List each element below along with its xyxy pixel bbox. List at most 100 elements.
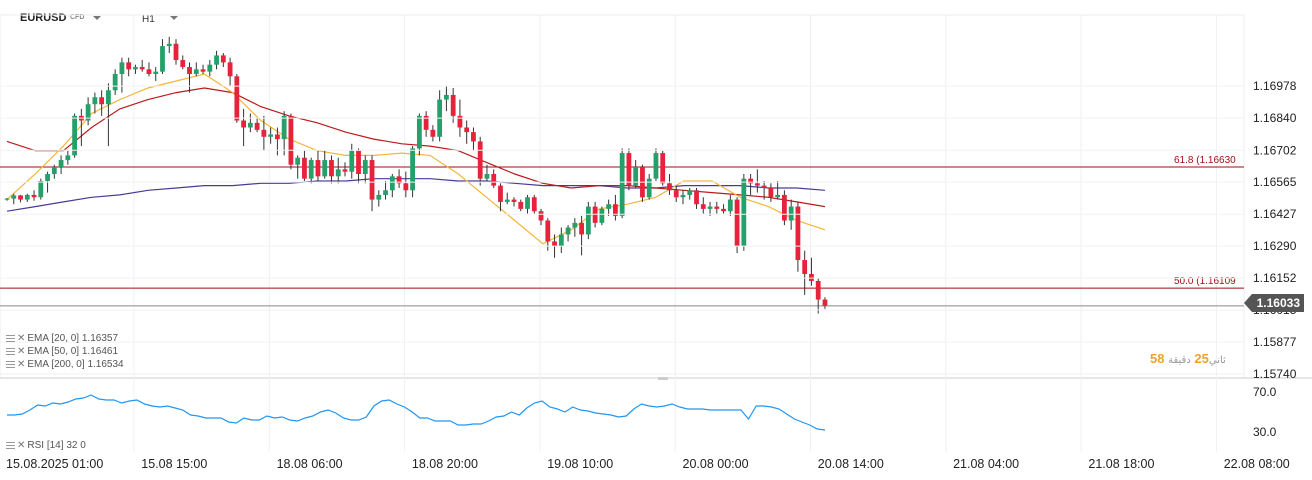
candle-body <box>653 153 659 179</box>
candle-body <box>660 153 666 184</box>
candle-body <box>687 190 693 195</box>
candle <box>565 225 571 242</box>
candle <box>362 155 368 184</box>
candle-body <box>65 155 71 161</box>
candle-body <box>58 160 64 168</box>
candle-body <box>200 69 206 72</box>
candle-body <box>531 197 537 212</box>
ema50-line <box>6 87 826 208</box>
candle-body <box>585 206 591 235</box>
symbol-dropdown-icon[interactable] <box>93 16 101 20</box>
candle <box>525 194 530 214</box>
candle <box>112 69 118 95</box>
candle-body <box>748 178 753 184</box>
grid-lines <box>0 14 1312 452</box>
time-tick-label: 15.08 15:00 <box>141 457 207 471</box>
candle-body <box>153 71 159 74</box>
candle <box>356 148 361 184</box>
candle-body <box>613 204 618 216</box>
candle <box>302 150 307 181</box>
candle <box>782 190 787 226</box>
candle-body <box>193 69 199 74</box>
candle <box>133 64 138 74</box>
candle-body <box>18 195 23 200</box>
candle <box>153 67 159 81</box>
close-icon[interactable]: ✕ <box>17 346 26 357</box>
ema200-legend[interactable]: ✕ EMA [200, 0] 1.16534 <box>6 359 124 371</box>
candle <box>815 278 821 314</box>
candle <box>193 62 199 77</box>
rsi-tick-label: 70.0 <box>1253 385 1277 399</box>
price-tick-label: 1.16152 <box>1253 271 1297 285</box>
candle-body <box>511 199 517 202</box>
candle-body <box>11 195 17 199</box>
timeframe-dropdown-icon[interactable] <box>170 16 178 20</box>
candle-body <box>403 183 409 191</box>
settings-icon[interactable] <box>6 360 15 368</box>
settings-icon[interactable] <box>6 441 15 449</box>
candle-body <box>822 299 828 306</box>
candle <box>119 57 125 93</box>
time-tick-label: 22.08 08:00 <box>1224 457 1290 471</box>
candle <box>51 164 57 179</box>
candle <box>295 155 301 179</box>
candle <box>4 197 10 201</box>
candle-body <box>180 60 186 68</box>
candle <box>261 115 267 151</box>
candle <box>410 146 415 198</box>
time-tick-label: 20.08 00:00 <box>683 457 749 471</box>
close-icon[interactable]: ✕ <box>17 333 26 344</box>
candle-body <box>754 183 760 186</box>
candle-body <box>160 46 165 72</box>
candle-body <box>119 62 125 74</box>
candle <box>99 90 105 116</box>
candle-body <box>295 157 301 165</box>
time-tick-label: 21.08 04:00 <box>953 457 1019 471</box>
candle <box>214 50 219 70</box>
candle <box>734 197 740 254</box>
rsi-value: 32 0 <box>66 440 86 451</box>
candle <box>389 174 395 198</box>
candle <box>606 199 612 216</box>
rsi-legend[interactable]: ✕ RSI [14] 32 0 <box>6 440 86 452</box>
candle-body <box>112 74 118 91</box>
candle <box>504 192 510 205</box>
candle-body <box>31 194 37 198</box>
candle <box>700 197 706 214</box>
candle <box>349 143 355 179</box>
time-tick-label: 20.08 14:00 <box>818 457 884 471</box>
candle-body <box>133 67 138 70</box>
close-icon[interactable]: ✕ <box>17 359 26 370</box>
candle-body <box>4 198 10 200</box>
candle-body <box>38 180 44 198</box>
candle-body <box>85 104 91 121</box>
candle <box>173 39 179 65</box>
candle <box>491 169 497 188</box>
settings-icon[interactable] <box>6 347 15 355</box>
candle-body <box>491 174 497 186</box>
candle <box>85 97 91 126</box>
candle-body <box>619 153 625 216</box>
price-tick-label: 1.16565 <box>1253 175 1297 189</box>
candle <box>65 150 71 165</box>
timeframe-selector[interactable]: H1 <box>142 14 155 25</box>
settings-icon[interactable] <box>6 334 15 342</box>
candle <box>275 127 280 156</box>
countdown-minutes: 58 <box>1150 351 1165 366</box>
candle-body <box>423 115 429 130</box>
candle-body <box>315 160 321 177</box>
ema50-legend[interactable]: ✕ EMA [50, 0] 1.16461 <box>6 346 118 358</box>
close-icon[interactable]: ✕ <box>17 440 26 451</box>
ema20-legend[interactable]: ✕ EMA [20, 0] 1.16357 <box>6 333 118 345</box>
candle-body <box>173 43 179 61</box>
candle <box>166 36 172 54</box>
price-tick-label: 1.16427 <box>1253 207 1297 221</box>
candle <box>667 174 672 195</box>
candle-body <box>51 167 57 174</box>
candle <box>288 113 294 170</box>
candle-body <box>727 199 733 212</box>
candle-body <box>788 206 794 221</box>
time-axis: 15.08.2025 01:00 15.08 15:00 18.08 06:00 18… <box>6 457 1290 471</box>
candle-body <box>667 183 672 191</box>
